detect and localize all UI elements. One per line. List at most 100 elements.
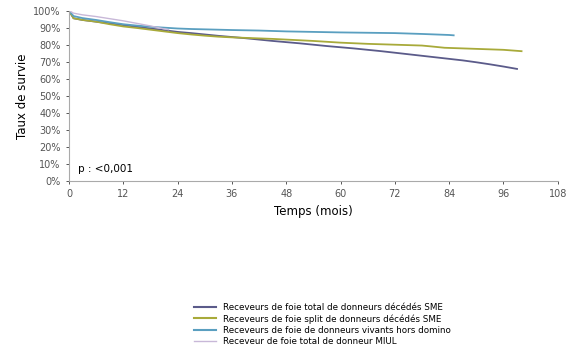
Receveurs de foie total de donneurs décédés SME	[432, 55, 439, 59]
Receveurs de foie total de donneurs décédés SME	[324, 44, 331, 48]
Receveur de foie total de donneur MIUL	[79, 13, 86, 17]
Receveurs de foie total de donneurs décédés SME	[269, 39, 276, 43]
Receveurs de foie total de donneurs décédés SME	[500, 64, 507, 68]
Receveurs de foie split de donneurs décédés SME	[242, 36, 249, 40]
Receveurs de foie total de donneurs décédés SME	[187, 31, 194, 35]
Receveur de foie total de donneur MIUL	[70, 11, 77, 15]
Text: p : <0,001: p : <0,001	[78, 164, 133, 174]
Receveurs de foie split de donneurs décédés SME	[518, 49, 525, 53]
Receveurs de foie de donneurs vivants hors domino	[337, 30, 344, 35]
Receveurs de foie de donneurs vivants hors domino	[93, 18, 99, 22]
Line: Receveurs de foie total de donneurs décédés SME: Receveurs de foie total de donneurs décé…	[69, 11, 517, 69]
Receveurs de foie de donneurs vivants hors domino	[215, 28, 222, 32]
Receveurs de foie split de donneurs décédés SME	[70, 16, 77, 20]
Receveurs de foie split de donneurs décédés SME	[215, 35, 222, 39]
Receveurs de foie total de donneurs décédés SME	[459, 58, 466, 62]
Receveurs de foie split de donneurs décédés SME	[269, 37, 276, 41]
Receveurs de foie total de donneurs décédés SME	[337, 45, 344, 49]
Receveurs de foie total de donneurs décédés SME	[446, 57, 453, 61]
Receveurs de foie total de donneurs décédés SME	[310, 43, 317, 47]
Receveurs de foie total de donneurs décédés SME	[133, 25, 140, 29]
Receveurs de foie total de donneurs décédés SME	[242, 36, 249, 40]
Receveurs de foie split de donneurs décédés SME	[106, 22, 113, 26]
Receveurs de foie total de donneurs décédés SME	[513, 67, 520, 71]
Receveurs de foie total de donneurs décédés SME	[283, 40, 290, 44]
Receveurs de foie total de donneurs décédés SME	[160, 28, 167, 32]
Receveur de foie total de donneur MIUL	[147, 24, 154, 28]
Receveurs de foie total de donneurs décédés SME	[120, 23, 126, 27]
X-axis label: Temps (mois): Temps (mois)	[274, 205, 352, 218]
Receveurs de foie split de donneurs décédés SME	[337, 41, 344, 45]
Receveurs de foie total de donneurs décédés SME	[364, 48, 371, 52]
Receveurs de foie de donneurs vivants hors domino	[228, 28, 235, 32]
Receveurs de foie split de donneurs décédés SME	[187, 32, 194, 37]
Receveur de foie total de donneur MIUL	[165, 28, 172, 32]
Receveurs de foie de donneurs vivants hors domino	[392, 31, 398, 35]
Receveurs de foie de donneurs vivants hors domino	[419, 32, 426, 36]
Receveurs de foie split de donneurs décédés SME	[174, 31, 181, 35]
Receveurs de foie split de donneurs décédés SME	[228, 35, 235, 40]
Receveurs de foie split de donneurs décédés SME	[133, 26, 140, 30]
Receveurs de foie de donneurs vivants hors domino	[120, 22, 126, 26]
Receveurs de foie de donneurs vivants hors domino	[147, 25, 154, 29]
Receveurs de foie total de donneurs décédés SME	[378, 49, 385, 53]
Receveurs de foie split de donneurs décédés SME	[160, 29, 167, 34]
Receveurs de foie total de donneurs décédés SME	[405, 52, 412, 56]
Receveurs de foie de donneurs vivants hors domino	[79, 16, 86, 20]
Receveurs de foie de donneurs vivants hors domino	[70, 14, 77, 18]
Receveurs de foie total de donneurs décédés SME	[215, 34, 222, 38]
Receveurs de foie total de donneurs décédés SME	[174, 30, 181, 34]
Receveurs de foie total de donneurs décédés SME	[79, 18, 86, 22]
Receveurs de foie split de donneurs décédés SME	[256, 36, 263, 41]
Receveurs de foie de donneurs vivants hors domino	[450, 33, 457, 37]
Receveurs de foie split de donneurs décédés SME	[66, 8, 72, 13]
Receveurs de foie total de donneurs décédés SME	[70, 16, 77, 20]
Receveurs de foie split de donneurs décédés SME	[201, 34, 208, 38]
Receveurs de foie split de donneurs décédés SME	[364, 42, 371, 46]
Receveurs de foie total de donneurs décédés SME	[296, 41, 303, 46]
Receveurs de foie de donneurs vivants hors domino	[256, 29, 263, 33]
Receveurs de foie split de donneurs décédés SME	[147, 28, 154, 32]
Receveurs de foie de donneurs vivants hors domino	[187, 27, 194, 31]
Line: Receveurs de foie de donneurs vivants hors domino: Receveurs de foie de donneurs vivants ho…	[69, 11, 454, 35]
Receveurs de foie de donneurs vivants hors domino	[133, 24, 140, 28]
Receveurs de foie de donneurs vivants hors domino	[201, 27, 208, 31]
Receveur de foie total de donneur MIUL	[120, 19, 126, 23]
Receveurs de foie total de donneurs décédés SME	[66, 8, 72, 13]
Receveurs de foie split de donneurs décédés SME	[419, 43, 426, 48]
Legend: Receveurs de foie total de donneurs décédés SME, Receveurs de foie split de donn: Receveurs de foie total de donneurs décé…	[191, 300, 453, 349]
Receveurs de foie split de donneurs décédés SME	[93, 19, 99, 24]
Receveurs de foie total de donneurs décédés SME	[106, 21, 113, 25]
Receveurs de foie total de donneurs décédés SME	[201, 32, 208, 37]
Receveurs de foie de donneurs vivants hors domino	[174, 26, 181, 31]
Receveur de foie total de donneur MIUL	[93, 14, 99, 19]
Receveurs de foie total de donneurs décédés SME	[228, 35, 235, 39]
Receveurs de foie split de donneurs décédés SME	[310, 39, 317, 43]
Receveurs de foie de donneurs vivants hors domino	[364, 31, 371, 35]
Receveurs de foie de donneurs vivants hors domino	[446, 33, 453, 37]
Receveur de foie total de donneur MIUL	[160, 27, 167, 31]
Receveurs de foie de donneurs vivants hors domino	[310, 30, 317, 34]
Line: Receveur de foie total de donneur MIUL: Receveur de foie total de donneur MIUL	[69, 11, 168, 30]
Receveurs de foie total de donneurs décédés SME	[93, 19, 99, 24]
Receveurs de foie total de donneurs décédés SME	[419, 54, 426, 58]
Receveurs de foie de donneurs vivants hors domino	[106, 20, 113, 24]
Receveurs de foie total de donneurs décédés SME	[392, 50, 398, 55]
Receveurs de foie split de donneurs décédés SME	[79, 18, 86, 22]
Line: Receveurs de foie split de donneurs décédés SME: Receveurs de foie split de donneurs décé…	[69, 11, 522, 51]
Receveurs de foie split de donneurs décédés SME	[120, 24, 126, 29]
Receveurs de foie de donneurs vivants hors domino	[66, 8, 72, 13]
Receveurs de foie de donneurs vivants hors domino	[160, 25, 167, 30]
Receveurs de foie split de donneurs décédés SME	[441, 46, 448, 50]
Receveurs de foie split de donneurs décédés SME	[428, 44, 435, 48]
Receveurs de foie total de donneurs décédés SME	[256, 37, 263, 42]
Receveurs de foie total de donneurs décédés SME	[486, 62, 493, 66]
Receveurs de foie total de donneurs décédés SME	[147, 26, 154, 31]
Receveurs de foie split de donneurs décédés SME	[283, 37, 290, 42]
Receveurs de foie de donneurs vivants hors domino	[283, 29, 290, 34]
Y-axis label: Taux de survie: Taux de survie	[16, 53, 29, 139]
Receveurs de foie total de donneurs décédés SME	[351, 46, 358, 50]
Receveur de foie total de donneur MIUL	[66, 8, 72, 13]
Receveurs de foie split de donneurs décédés SME	[500, 48, 507, 52]
Receveurs de foie total de donneurs décédés SME	[473, 60, 480, 64]
